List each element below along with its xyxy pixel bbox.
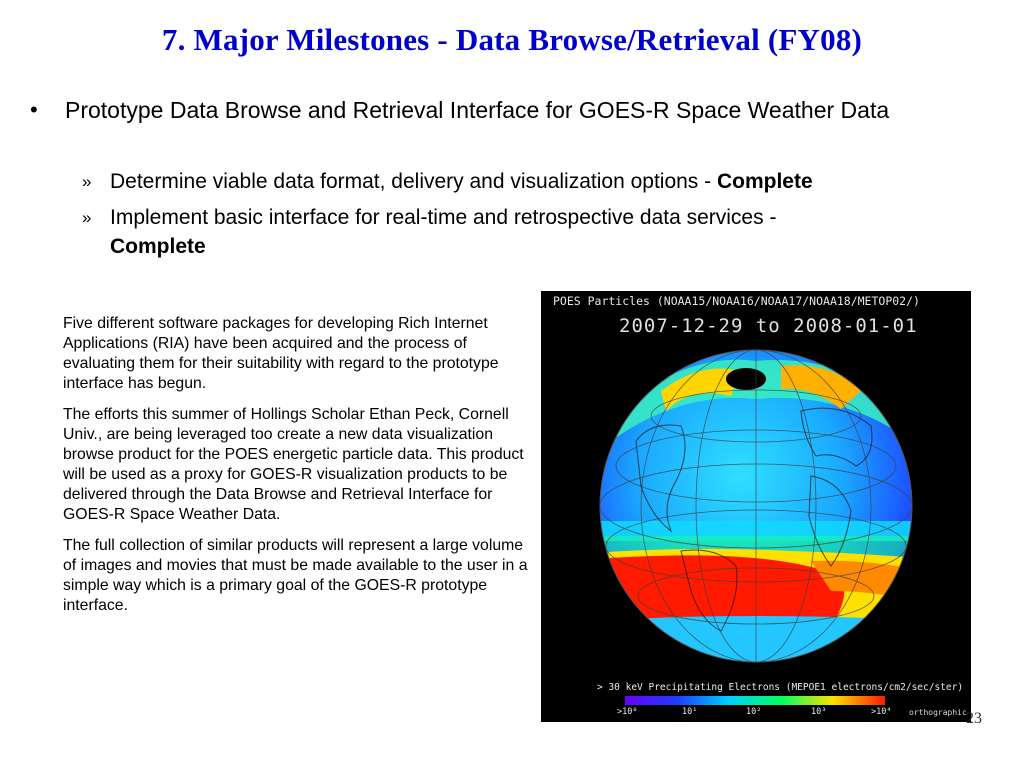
status-complete: Complete bbox=[110, 235, 206, 258]
status-complete: Complete bbox=[716, 170, 813, 193]
paragraph-collection: The full collection of similar products … bbox=[63, 537, 528, 614]
bullet-marker: • bbox=[30, 97, 38, 122]
colorbar-ticks: >10⁰ 10¹ 10² 10³ >10⁴ bbox=[541, 707, 971, 721]
colorbar bbox=[625, 696, 885, 705]
sub-bullet-marker: » bbox=[82, 208, 92, 227]
sub-bullet-interface: » Implement basic interface for real-tim… bbox=[82, 203, 982, 261]
sub-bullet-text: Determine viable data format, delivery a… bbox=[110, 170, 717, 193]
colorbar-tick: >10⁴ bbox=[871, 707, 892, 717]
globe-image bbox=[599, 349, 913, 705]
page-number: 23 bbox=[966, 710, 982, 727]
colorbar-tick: >10⁰ bbox=[617, 707, 638, 717]
projection-label: orthographic bbox=[909, 708, 967, 717]
colorbar-tick: 10¹ bbox=[682, 707, 698, 717]
figure-date-range: 2007-12-29 to 2008-01-01 bbox=[619, 315, 918, 337]
main-bullet-text: Prototype Data Browse and Retrieval Inte… bbox=[65, 97, 890, 123]
slide-title: 7. Major Milestones - Data Browse/Retrie… bbox=[161, 22, 863, 57]
figure-caption: > 30 keV Precipitating Electrons (MEPOE1… bbox=[597, 682, 964, 693]
paragraph-hollings: The efforts this summer of Hollings Scho… bbox=[63, 406, 524, 523]
main-bullet: • Prototype Data Browse and Retrieval In… bbox=[30, 95, 930, 125]
body-paragraphs: Five different software packages for dev… bbox=[63, 314, 533, 627]
colorbar-tick: 10² bbox=[746, 707, 762, 717]
figure-title: POES Particles (NOAA15/NOAA16/NOAA17/NOA… bbox=[553, 294, 920, 308]
sub-bullet-marker: » bbox=[82, 172, 92, 191]
sub-bullet-text: Implement basic interface for real-time … bbox=[110, 206, 777, 229]
colorbar-tick: 10³ bbox=[811, 707, 827, 717]
paragraph-ria: Five different software packages for dev… bbox=[63, 315, 499, 392]
sub-bullet-format: » Determine viable data format, delivery… bbox=[82, 167, 982, 196]
poes-globe-figure: POES Particles (NOAA15/NOAA16/NOAA17/NOA… bbox=[541, 291, 971, 722]
